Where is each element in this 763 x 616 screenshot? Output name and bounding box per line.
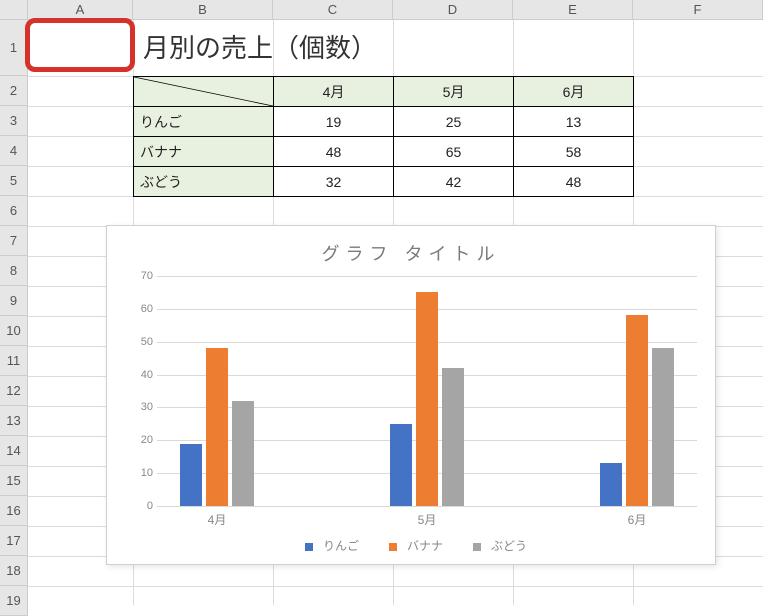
chart-bar[interactable] — [232, 401, 254, 506]
table-cell[interactable]: 13 — [514, 107, 634, 137]
selection-highlight — [25, 18, 135, 72]
chart-y-tick: 30 — [129, 401, 153, 413]
spreadsheet: ABCDEF 12345678910111213141516171819 月別の… — [0, 0, 763, 605]
col-header-E[interactable]: E — [513, 0, 633, 19]
table-cell[interactable]: 48 — [274, 137, 394, 167]
chart-y-tick: 60 — [129, 303, 153, 315]
select-all-corner[interactable] — [0, 0, 28, 19]
table-row-label[interactable]: りんご — [134, 107, 274, 137]
col-header-C[interactable]: C — [273, 0, 393, 19]
chart-bar[interactable] — [652, 348, 674, 506]
table-cell[interactable]: 65 — [394, 137, 514, 167]
chart-bar[interactable] — [206, 348, 228, 506]
legend-item[interactable]: バナナ — [379, 539, 443, 553]
table-cell[interactable]: 58 — [514, 137, 634, 167]
table-header-month[interactable]: 4月 — [274, 77, 394, 107]
chart-bar[interactable] — [180, 444, 202, 506]
row-header-13[interactable]: 13 — [0, 406, 28, 436]
row-header-17[interactable]: 17 — [0, 526, 28, 556]
column-headers: ABCDEF — [0, 0, 763, 20]
table-cell[interactable]: 32 — [274, 167, 394, 197]
chart-title[interactable]: グラフ タイトル — [107, 226, 715, 274]
table-row-label[interactable]: バナナ — [134, 137, 274, 167]
row-headers: 12345678910111213141516171819 — [0, 20, 28, 616]
row-header-10[interactable]: 10 — [0, 316, 28, 346]
col-header-A[interactable]: A — [28, 0, 133, 19]
row-header-9[interactable]: 9 — [0, 286, 28, 316]
row-header-19[interactable]: 19 — [0, 586, 28, 616]
row-header-15[interactable]: 15 — [0, 466, 28, 496]
row-header-14[interactable]: 14 — [0, 436, 28, 466]
chart-plot-area: 0102030405060704月5月6月 — [157, 276, 697, 506]
cell-grid[interactable]: 月別の売上（個数） 4月5月6月 りんご192513バナナ486558ぶどう32… — [28, 20, 763, 605]
chart-y-tick: 0 — [129, 500, 153, 512]
col-header-F[interactable]: F — [633, 0, 763, 19]
legend-item[interactable]: ぶどう — [463, 539, 527, 553]
table-row-label[interactable]: ぶどう — [134, 167, 274, 197]
row-header-6[interactable]: 6 — [0, 196, 28, 226]
chart-bar[interactable] — [600, 463, 622, 506]
chart-bar[interactable] — [390, 424, 412, 506]
row-header-7[interactable]: 7 — [0, 226, 28, 256]
chart-y-tick: 70 — [129, 270, 153, 282]
row-header-11[interactable]: 11 — [0, 346, 28, 376]
table-header-month[interactable]: 5月 — [394, 77, 514, 107]
chart-bar[interactable] — [442, 368, 464, 506]
legend-swatch — [473, 543, 481, 551]
chart-bar[interactable] — [626, 315, 648, 506]
table-cell[interactable]: 48 — [514, 167, 634, 197]
col-header-D[interactable]: D — [393, 0, 513, 19]
chart-y-tick: 40 — [129, 369, 153, 381]
legend-item[interactable]: りんご — [295, 539, 359, 553]
table-cell[interactable]: 42 — [394, 167, 514, 197]
chart-container[interactable]: グラフ タイトル 0102030405060704月5月6月 りんごバナナぶどう — [106, 225, 716, 565]
table-corner-cell[interactable] — [134, 77, 274, 107]
table-cell[interactable]: 25 — [394, 107, 514, 137]
chart-y-tick: 10 — [129, 467, 153, 479]
row-header-12[interactable]: 12 — [0, 376, 28, 406]
row-header-3[interactable]: 3 — [0, 106, 28, 136]
table-cell[interactable]: 19 — [274, 107, 394, 137]
row-header-18[interactable]: 18 — [0, 556, 28, 586]
legend-swatch — [305, 543, 313, 551]
data-table[interactable]: 4月5月6月 りんご192513バナナ486558ぶどう324248 — [133, 76, 634, 197]
chart-y-tick: 50 — [129, 336, 153, 348]
row-header-8[interactable]: 8 — [0, 256, 28, 286]
row-header-2[interactable]: 2 — [0, 76, 28, 106]
row-header-1[interactable]: 1 — [0, 20, 28, 76]
row-header-4[interactable]: 4 — [0, 136, 28, 166]
chart-y-tick: 20 — [129, 434, 153, 446]
legend-swatch — [389, 543, 397, 551]
chart-x-tick: 6月 — [628, 511, 647, 528]
chart-bar[interactable] — [416, 292, 438, 506]
row-header-16[interactable]: 16 — [0, 496, 28, 526]
chart-legend: りんご バナナ ぶどう — [107, 537, 715, 554]
row-header-5[interactable]: 5 — [0, 166, 28, 196]
col-header-B[interactable]: B — [133, 0, 273, 19]
table-header-month[interactable]: 6月 — [514, 77, 634, 107]
chart-x-tick: 4月 — [208, 511, 227, 528]
chart-x-tick: 5月 — [418, 511, 437, 528]
